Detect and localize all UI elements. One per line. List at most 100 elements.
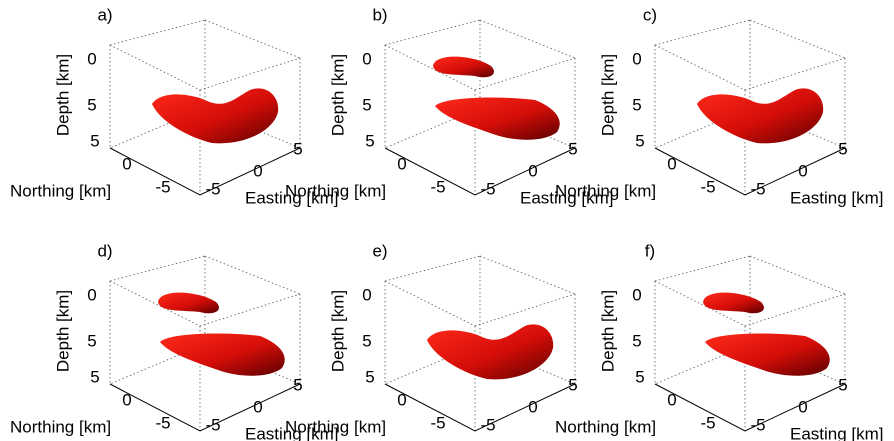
tick-label: -5 (205, 415, 220, 434)
grid-line (384, 255, 481, 282)
tick-label: -5 (480, 179, 495, 198)
grid-line (384, 44, 476, 91)
grid-line (749, 255, 846, 295)
grid-line (384, 19, 481, 46)
grid-line (109, 44, 201, 91)
tick-label: -5 (430, 413, 445, 432)
tick-label: 0 (397, 154, 406, 173)
axis-line (384, 383, 576, 432)
grid-line (384, 280, 476, 327)
panel-label: b) (372, 5, 387, 24)
grid-line (479, 255, 576, 295)
axis-line (109, 147, 301, 196)
axis-label: Easting [km] (790, 188, 884, 207)
tick-label: 0 (632, 49, 641, 68)
tick-label: 0 (362, 285, 371, 304)
tick-label: 0 (798, 161, 807, 180)
panel-label: f) (645, 241, 655, 260)
body-shape (158, 292, 219, 314)
grid-line (204, 255, 301, 295)
grid-line (479, 19, 576, 59)
tick-label: 0 (528, 161, 537, 180)
axis-label: Northing [km] (10, 181, 111, 200)
axis-label: Depth [km] (598, 54, 617, 136)
tick-label: -5 (155, 413, 170, 432)
axis-label: Northing [km] (10, 417, 111, 436)
body-shape (697, 88, 824, 144)
grid-line (109, 19, 206, 46)
panel-label: a) (97, 5, 112, 24)
grid-line (204, 19, 301, 59)
tick-label: 0 (362, 49, 371, 68)
axis-label: Depth [km] (328, 290, 347, 372)
axis-label: Easting [km] (245, 188, 339, 207)
tick-label: -5 (750, 415, 765, 434)
axis-label: Easting [km] (245, 424, 339, 441)
tick-label: 0 (632, 285, 641, 304)
body-shape (435, 97, 560, 140)
tick-label: -5 (430, 177, 445, 196)
tick-label: 5 (635, 367, 644, 386)
tick-label: 5 (362, 95, 371, 114)
axis-line (109, 383, 301, 432)
tick-label: 5 (90, 131, 99, 150)
tick-label: 5 (362, 331, 371, 350)
panel: c) Depth [km] 0 5 5 0 -5 -5 0 5 Northing [km] Easti… (555, 5, 884, 207)
body-shape (433, 56, 494, 78)
axis-label: Depth [km] (53, 290, 72, 372)
tick-label: 5 (293, 139, 302, 158)
tick-label: 0 (87, 285, 96, 304)
tick-label: 0 (122, 390, 131, 409)
body-shape (152, 88, 279, 144)
axis-label: Depth [km] (53, 54, 72, 136)
body-shape (160, 333, 285, 376)
grid-line (109, 280, 201, 327)
grid-line (199, 57, 301, 91)
grid-line (654, 280, 746, 327)
grid-line (654, 255, 751, 282)
tick-label: -5 (205, 179, 220, 198)
grid-line (744, 293, 846, 327)
axis-line (654, 147, 846, 196)
panel: e) Depth [km] 0 5 5 0 -5 -5 0 5 Northing [km] (285, 241, 578, 436)
panel: f) Depth [km] 0 5 5 0 -5 -5 0 5 Northing [km] Easti… (555, 241, 884, 441)
grid-line (109, 255, 206, 282)
tick-label: 5 (838, 375, 847, 394)
panel-label: e) (372, 241, 387, 260)
axis-label: Easting [km] (790, 424, 884, 441)
axis-label: Easting [km] (520, 188, 614, 207)
grid-line (749, 19, 846, 59)
axis-label: Northing [km] (285, 181, 386, 200)
axis-label: Northing [km] (285, 417, 386, 436)
body-shape (427, 324, 554, 380)
tick-label: 5 (568, 375, 577, 394)
tick-label: 0 (397, 390, 406, 409)
tick-label: 5 (365, 131, 374, 150)
tick-label: -5 (700, 177, 715, 196)
tick-label: 0 (667, 154, 676, 173)
panel: a) Depth [km] 0 5 5 0 -5 -5 0 5 Northing [km] Easti… (10, 5, 339, 207)
grid-line (474, 293, 576, 327)
tick-label: -5 (750, 179, 765, 198)
tick-label: 5 (632, 95, 641, 114)
tick-label: 0 (528, 397, 537, 416)
tick-label: 5 (632, 331, 641, 350)
tick-label: 0 (253, 161, 262, 180)
tick-label: 5 (568, 139, 577, 158)
tick-label: -5 (155, 177, 170, 196)
tick-label: 0 (87, 49, 96, 68)
tick-label: 0 (122, 154, 131, 173)
axis-label: Northing [km] (555, 417, 656, 436)
grid-line (744, 57, 846, 91)
tick-label: 5 (365, 367, 374, 386)
axis-label: Depth [km] (328, 54, 347, 136)
panel-label: c) (643, 5, 657, 24)
body-shape (703, 292, 764, 314)
axis-line (384, 147, 576, 196)
axis-label: Northing [km] (555, 181, 656, 200)
tick-label: 5 (635, 131, 644, 150)
grid-line (654, 44, 746, 91)
grid-line (199, 293, 301, 327)
panel: b) Depth [km] 0 5 5 0 -5 -5 0 5 Northing [km] Easti… (285, 5, 614, 207)
